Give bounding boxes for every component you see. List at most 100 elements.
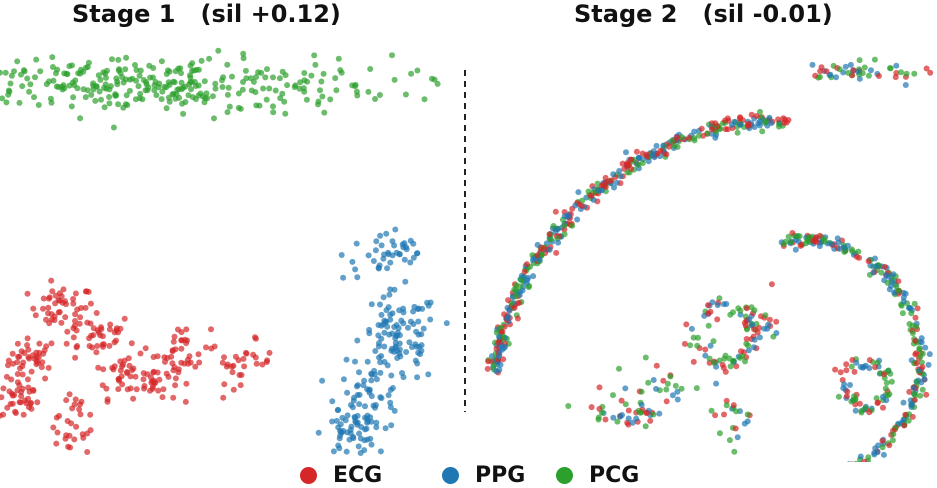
- pcg-point: [821, 238, 828, 245]
- ppg-point: [792, 246, 799, 253]
- pcg-point: [883, 379, 890, 386]
- ppg-point: [384, 265, 391, 272]
- ecg-point: [625, 407, 632, 414]
- pcg-point: [212, 85, 219, 92]
- ppg-point: [505, 313, 511, 320]
- ecg-point: [169, 360, 176, 367]
- ecg-point: [99, 382, 106, 389]
- ppg-point: [846, 461, 852, 462]
- ppg-point: [880, 451, 887, 458]
- pcg-point: [918, 359, 925, 366]
- ecg-point: [660, 377, 667, 384]
- ecg-point: [816, 232, 823, 239]
- ppg-point: [616, 168, 623, 174]
- ppg-point: [392, 226, 399, 233]
- pcg-point: [7, 80, 14, 87]
- ppg-point: [348, 402, 354, 408]
- ppg-point: [370, 258, 377, 264]
- pcg-point: [209, 93, 216, 100]
- ecg-point: [240, 355, 247, 362]
- pcg-point: [92, 97, 99, 104]
- ecg-point: [0, 394, 5, 401]
- ecg-point: [95, 364, 102, 371]
- ecg-point: [798, 241, 805, 248]
- ppg-point: [333, 417, 340, 424]
- ppg-point: [319, 377, 326, 384]
- ppg-point: [493, 368, 500, 375]
- pcg-point: [304, 78, 311, 85]
- ecg-point: [690, 358, 697, 365]
- ppg-point: [723, 301, 730, 307]
- pcg-point: [787, 239, 794, 246]
- ecg-point: [137, 350, 144, 357]
- ecg-point: [644, 153, 651, 160]
- pcg-point: [256, 102, 263, 109]
- pcg-point: [308, 72, 315, 79]
- pcg-point: [836, 66, 843, 73]
- pcg-point: [33, 56, 40, 63]
- ecg-point: [505, 297, 512, 304]
- ppg-point: [373, 424, 380, 431]
- ecg-point: [64, 328, 71, 335]
- ecg-point: [266, 349, 273, 356]
- pcg-point: [163, 105, 170, 112]
- pcg-point: [252, 89, 259, 96]
- ecg-point: [721, 411, 727, 418]
- ppg-point: [354, 392, 361, 398]
- pcg-point: [178, 79, 185, 86]
- ppg-point: [340, 274, 347, 281]
- legend-label-pcg: PCG: [589, 462, 640, 488]
- ecg-point: [912, 337, 919, 344]
- ecg-point: [736, 115, 743, 122]
- ppg-point: [391, 407, 398, 414]
- pcg-point: [865, 72, 872, 79]
- ppg-point: [373, 376, 380, 383]
- ppg-point: [900, 399, 907, 406]
- ppg-point: [443, 320, 450, 327]
- ecg-point: [10, 360, 16, 367]
- ecg-point: [182, 336, 188, 343]
- ecg-point: [823, 68, 830, 75]
- pcg-point: [187, 72, 193, 79]
- pcg-point: [878, 269, 885, 276]
- pcg-point: [215, 47, 222, 54]
- pcg-point: [889, 437, 896, 444]
- pcg-point: [312, 61, 319, 68]
- legend-item-pcg: PCG: [556, 462, 639, 488]
- pcg-point: [106, 100, 113, 107]
- ecg-point: [45, 295, 52, 302]
- ecg-point: [89, 344, 96, 351]
- pcg-point: [671, 143, 678, 149]
- pcg-point: [890, 431, 897, 438]
- ppg-point: [389, 330, 396, 337]
- ppg-point: [400, 320, 407, 327]
- pcg-point: [706, 355, 713, 362]
- ecg-point: [78, 305, 85, 311]
- ecg-point: [901, 422, 908, 429]
- ppg-point: [411, 303, 418, 310]
- ecg-point: [98, 324, 104, 331]
- ecg-point: [743, 336, 750, 342]
- ecg-point: [35, 354, 42, 361]
- ecg-point: [485, 358, 492, 365]
- pcg-point: [165, 67, 171, 74]
- ecg-point: [106, 342, 113, 349]
- legend: ECG PPG PCG: [0, 462, 937, 488]
- ppg-point: [400, 305, 407, 312]
- pcg-point: [120, 104, 127, 111]
- ppg-point: [712, 134, 719, 141]
- pcg-point: [737, 354, 744, 361]
- pcg-point: [219, 77, 225, 84]
- ppg-point: [393, 249, 400, 256]
- pcg-point: [201, 78, 208, 85]
- pcg-point: [622, 401, 629, 408]
- ppg-point: [377, 448, 384, 455]
- ecg-point: [3, 373, 10, 380]
- ecg-point: [683, 321, 690, 328]
- ecg-point: [663, 398, 670, 405]
- ppg-point: [388, 372, 395, 379]
- ecg-point: [93, 310, 100, 316]
- pcg-point: [272, 87, 279, 94]
- pcg-point: [848, 363, 855, 370]
- ecg-point: [912, 351, 919, 358]
